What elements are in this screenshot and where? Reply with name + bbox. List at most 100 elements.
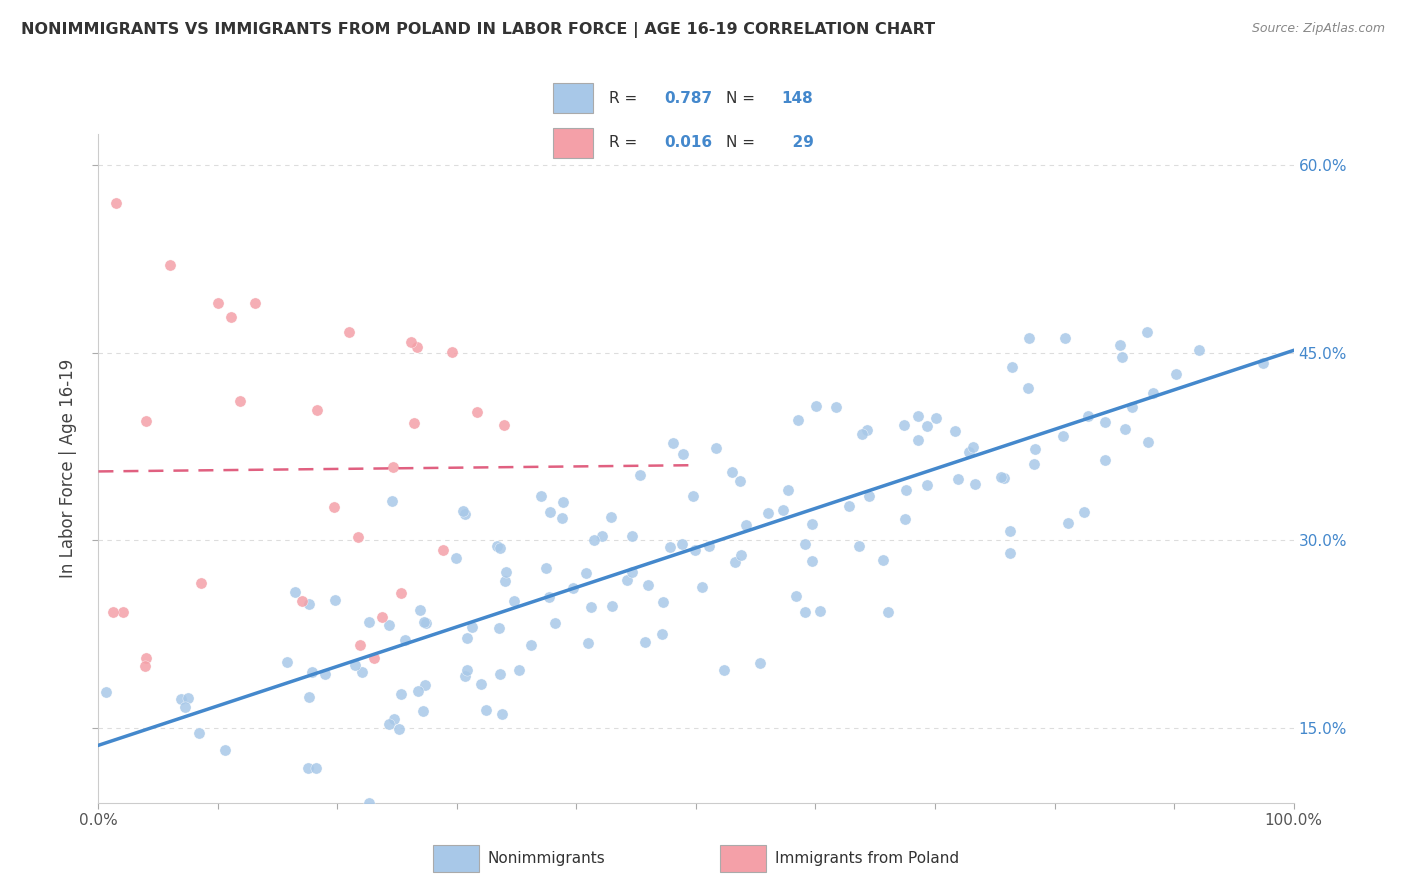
Point: [135, 650, 157, 665]
Point: [412, 615, 434, 629]
Point: [721, 465, 744, 479]
Point: [990, 470, 1012, 484]
Point: [382, 712, 405, 726]
Point: [520, 639, 543, 653]
Point: [219, 310, 242, 325]
Point: [413, 677, 436, 691]
Point: [998, 524, 1021, 539]
Text: 29: 29: [782, 136, 814, 151]
Point: [243, 296, 266, 310]
Point: [488, 621, 510, 635]
Point: [389, 586, 412, 600]
Point: [537, 590, 560, 604]
Point: [305, 761, 328, 775]
Point: [344, 657, 367, 672]
Point: [697, 539, 720, 553]
Point: [135, 414, 157, 428]
Point: [671, 537, 693, 551]
Point: [690, 580, 713, 594]
Bar: [720, 846, 766, 872]
Point: [1077, 409, 1099, 423]
Point: [704, 441, 727, 455]
Point: [363, 650, 385, 665]
Point: [713, 663, 735, 677]
Point: [872, 553, 894, 567]
Point: [297, 761, 319, 775]
Text: Nonimmigrants: Nonimmigrants: [488, 851, 606, 866]
Point: [461, 620, 484, 634]
Point: [381, 494, 404, 508]
Point: [957, 444, 980, 458]
Point: [825, 400, 848, 414]
Point: [804, 399, 827, 413]
Point: [907, 434, 929, 448]
Point: [599, 510, 621, 524]
Point: [907, 409, 929, 423]
Point: [371, 609, 394, 624]
Point: [1054, 330, 1077, 344]
Point: [352, 665, 374, 679]
Point: [359, 615, 381, 629]
Point: [1137, 434, 1160, 449]
Y-axis label: In Labor Force | Age 16-19: In Labor Force | Age 16-19: [59, 359, 77, 578]
Point: [1018, 331, 1040, 345]
Point: [1022, 457, 1045, 471]
Point: [494, 574, 516, 588]
Text: R =: R =: [609, 136, 641, 151]
Point: [724, 555, 747, 569]
Point: [276, 655, 298, 669]
Point: [177, 690, 200, 705]
Point: [659, 540, 682, 554]
Point: [349, 638, 371, 652]
Point: [1136, 325, 1159, 339]
Point: [444, 550, 467, 565]
Point: [307, 402, 329, 417]
Point: [925, 410, 948, 425]
Point: [298, 597, 321, 611]
Point: [284, 584, 307, 599]
Point: [404, 416, 426, 430]
Point: [105, 195, 128, 210]
Point: [534, 561, 557, 575]
Point: [291, 594, 314, 608]
Point: [794, 537, 817, 551]
Point: [377, 618, 399, 632]
Point: [214, 742, 236, 756]
Point: [1166, 367, 1188, 381]
Bar: [433, 846, 479, 872]
Point: [621, 529, 644, 543]
Point: [453, 504, 475, 518]
Point: [1001, 359, 1024, 374]
Point: [440, 344, 463, 359]
Point: [207, 295, 229, 310]
Point: [756, 506, 779, 520]
Point: [728, 475, 751, 489]
Point: [651, 594, 673, 608]
Point: [1052, 428, 1074, 442]
Point: [323, 500, 346, 514]
Point: [339, 325, 361, 339]
Point: [683, 543, 706, 558]
Point: [1121, 401, 1143, 415]
Point: [1251, 356, 1274, 370]
Point: [406, 340, 429, 354]
Point: [801, 516, 824, 531]
Point: [173, 700, 195, 714]
Point: [672, 447, 695, 461]
Point: [494, 418, 516, 433]
Point: [1024, 442, 1046, 457]
Point: [432, 543, 454, 558]
Point: [502, 593, 524, 607]
Point: [915, 478, 938, 492]
Point: [1114, 422, 1136, 436]
Point: [389, 688, 412, 702]
Text: Immigrants from Poland: Immigrants from Poland: [775, 851, 959, 866]
Point: [551, 494, 574, 508]
Point: [591, 529, 613, 543]
Point: [1094, 415, 1116, 429]
Point: [489, 541, 512, 555]
Point: [575, 566, 598, 580]
Point: [616, 573, 638, 587]
Text: 0.016: 0.016: [664, 136, 713, 151]
Text: Source: ZipAtlas.com: Source: ZipAtlas.com: [1251, 22, 1385, 36]
